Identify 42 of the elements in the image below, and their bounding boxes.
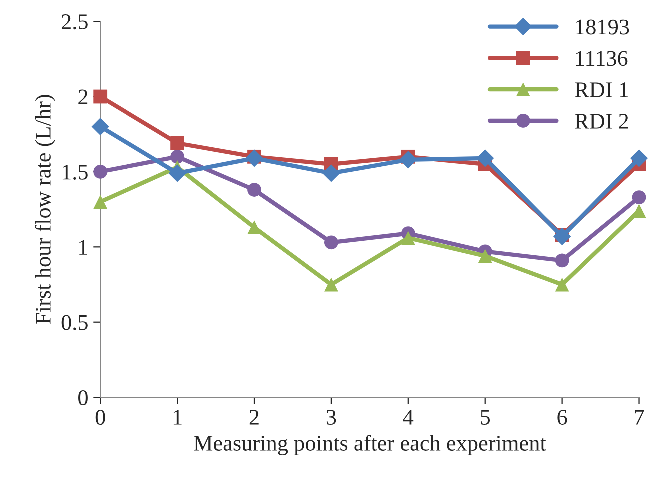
point [322, 164, 340, 182]
point [400, 151, 418, 169]
point [476, 150, 494, 168]
y-tick-label: 2.5 [62, 14, 88, 30]
y-tick-label: 0 [78, 390, 88, 406]
x-tick-label: 0 [96, 410, 106, 426]
y-axis-title: First hour flow rate (L/hr) [35, 95, 56, 324]
x-tick-label: 1 [174, 410, 182, 425]
legend-label: RDI 1 [575, 82, 628, 98]
x-tick-label: 7 [635, 410, 644, 425]
y-tick-label: 0.5 [62, 315, 88, 330]
legend-label: 11136 [576, 51, 628, 66]
point [246, 150, 264, 168]
point [632, 190, 646, 204]
x-tick-label: 4 [403, 410, 414, 425]
point [630, 150, 648, 168]
point [94, 195, 108, 209]
x-axis-title: Measuring points after each experiment [194, 435, 546, 456]
point [248, 183, 262, 197]
y-tick-label: 1.5 [62, 165, 88, 180]
point [92, 118, 110, 136]
legend-label: 18193 [576, 20, 630, 35]
y-tick-label: 1 [80, 240, 88, 255]
point [555, 254, 570, 268]
x-tick-label: 3 [326, 410, 336, 426]
point [555, 278, 570, 292]
point [170, 136, 184, 150]
point [94, 165, 108, 179]
point [168, 164, 186, 182]
point [324, 236, 338, 250]
point [401, 231, 416, 246]
point [324, 278, 338, 292]
legend-label: RDI 2 [575, 114, 628, 129]
y-tick-label: 2 [78, 90, 88, 104]
point [553, 228, 572, 246]
point [478, 249, 492, 264]
x-tick-label: 5 [481, 410, 490, 426]
x-tick-label: 6 [558, 410, 568, 426]
point [94, 90, 108, 104]
point [170, 150, 184, 164]
x-tick-label: 2 [250, 410, 259, 425]
point [248, 220, 262, 235]
